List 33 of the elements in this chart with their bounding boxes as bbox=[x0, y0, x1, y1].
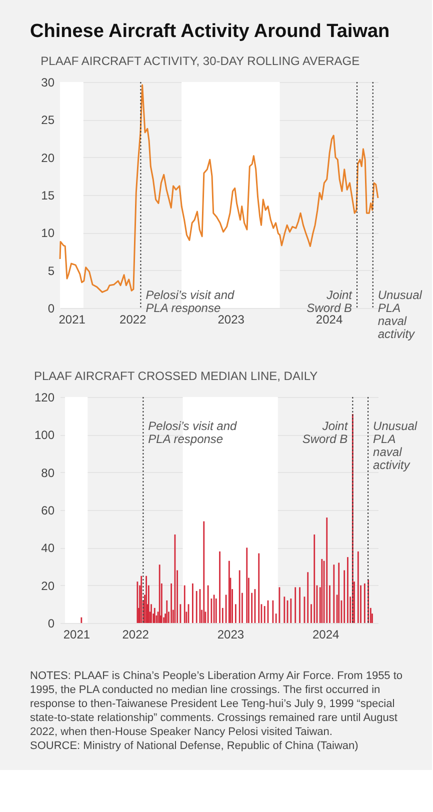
y-tick-label: 0 bbox=[48, 302, 55, 316]
y-tick-label: 30 bbox=[41, 76, 55, 90]
source-note: SOURCE: Ministry of National Defense, Republic of China (Taiwan) bbox=[30, 740, 358, 752]
ref-line-label: Unusual PLA naval activity bbox=[373, 419, 418, 472]
x-tick-label: 2022 bbox=[122, 628, 150, 642]
chart-title: Chinese Aircraft Activity Around Taiwan bbox=[30, 21, 390, 42]
y-tick-label: 0 bbox=[48, 616, 55, 630]
x-tick-label: 2021 bbox=[58, 312, 86, 326]
chart-subtitle: PLAAF AIRCRAFT CROSSED MEDIAN LINE, DAILY bbox=[34, 369, 318, 383]
ref-line-label: Unusual PLA naval activity bbox=[378, 288, 422, 341]
chart-subtitle: PLAAF AIRCRAFT ACTIVITY, 30-DAY ROLLING AVERAGE bbox=[40, 54, 360, 68]
y-tick-label: 20 bbox=[41, 150, 55, 165]
x-tick-label: 2023 bbox=[217, 628, 244, 642]
ref-line-label: Pelosi’s visit and PLA response bbox=[146, 288, 235, 315]
x-tick-label: 2024 bbox=[316, 312, 343, 326]
y-tick-label: 25 bbox=[41, 113, 55, 128]
x-tick-label: 2023 bbox=[218, 312, 245, 326]
y-tick-label: 80 bbox=[41, 466, 55, 480]
y-tick-label: 100 bbox=[34, 428, 55, 442]
y-tick-label: 10 bbox=[41, 226, 55, 240]
ref-line-label: Joint Sword B bbox=[306, 288, 353, 315]
ref-line-label: Joint Sword B bbox=[302, 419, 348, 446]
y-tick-label: 15 bbox=[41, 188, 55, 202]
x-tick-label: 2021 bbox=[63, 628, 90, 642]
x-tick-label: 2022 bbox=[120, 312, 147, 326]
text: NOTES: PLAAF is China’s People’s Liberation Army Air Force. From 1955 to 1995, the PLA conducted no median line crossings. The first occurred in response to then-Taiwanese President Lee Teng-hui’s July 9, 1999 “special state-to-state relationship” comments. Crossings remained rare until August 2022, when then-House Speaker Nancy Pelosi visited Taiwan. bbox=[30, 670, 403, 738]
y-tick-label: 20 bbox=[41, 578, 55, 593]
ref-line-label: Pelosi’s visit and PLA response bbox=[148, 419, 237, 446]
y-tick-label: 60 bbox=[41, 504, 55, 518]
x-tick-label: 2024 bbox=[312, 628, 340, 642]
y-tick-label: 5 bbox=[48, 264, 55, 278]
y-tick-label: 40 bbox=[41, 541, 55, 556]
y-tick-label: 120 bbox=[34, 390, 55, 404]
